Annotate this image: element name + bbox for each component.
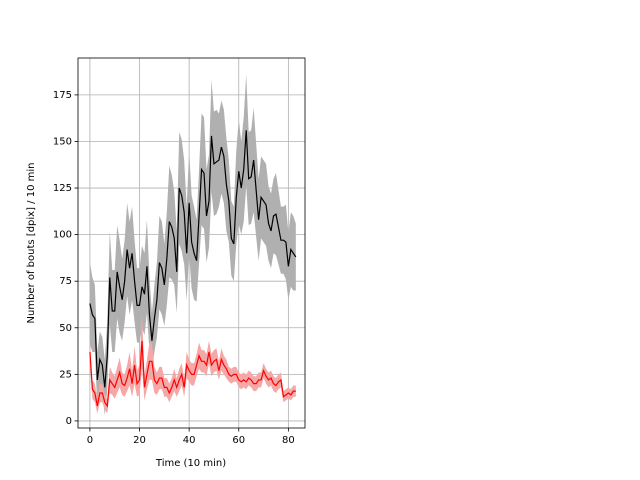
y-tick-label: 0 — [66, 416, 72, 427]
x-axis-label: Time (10 min) — [155, 458, 226, 469]
error-band — [89, 312, 296, 414]
x-tick-label: 20 — [133, 435, 146, 446]
line — [89, 130, 297, 388]
plot-frame — [77, 57, 306, 429]
x-tick-label: 40 — [183, 435, 196, 446]
y-tick-label: 175 — [53, 90, 72, 101]
y-tick-label: 50 — [59, 323, 72, 334]
line — [89, 340, 296, 408]
x-tick-label: 60 — [232, 435, 245, 446]
y-tick-label: 25 — [59, 369, 72, 380]
y-tick-label: 75 — [59, 276, 72, 287]
y-axis-label: Number of bouts [dpix] / 10 min — [26, 163, 37, 324]
y-tick-label: 125 — [53, 183, 72, 194]
y-tick-label: 150 — [53, 136, 72, 147]
y-tick-label: 100 — [53, 230, 72, 241]
x-tick-label: 0 — [87, 435, 93, 446]
x-tick-label: 80 — [282, 435, 295, 446]
